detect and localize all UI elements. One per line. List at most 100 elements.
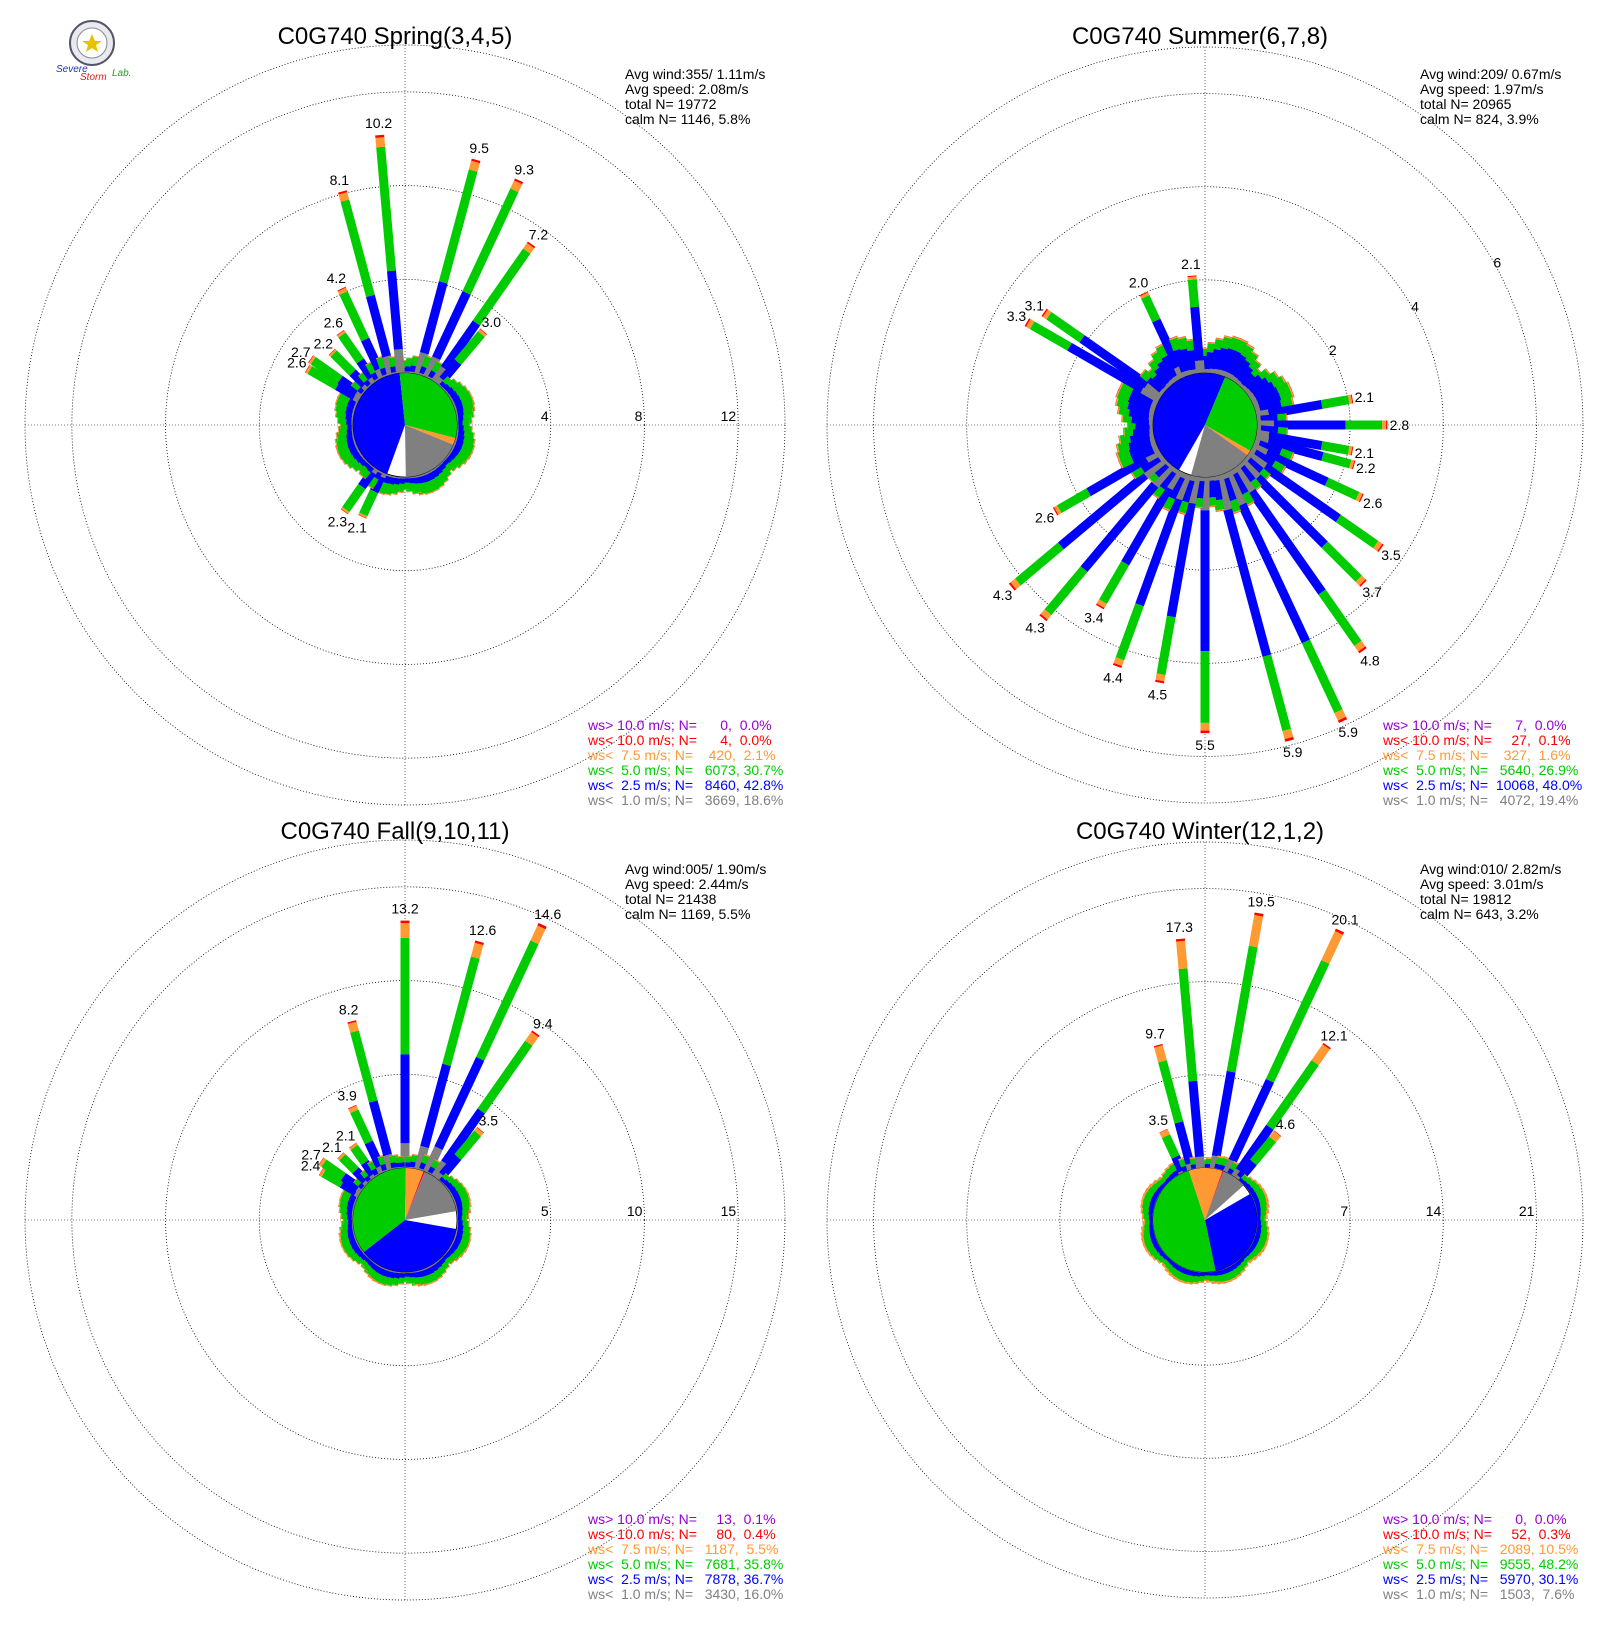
wind-bar-70 — [1252, 388, 1295, 412]
bar-segment — [1178, 1272, 1190, 1283]
bar-segment — [1151, 484, 1166, 499]
bar-segment — [409, 365, 420, 373]
bar-segment — [455, 385, 469, 399]
wind-bar-340 — [1178, 1155, 1192, 1173]
bar-segment — [1178, 1157, 1190, 1168]
bar-segment — [1218, 1268, 1229, 1276]
bar-segment — [1185, 1162, 1196, 1171]
bar-segment — [450, 1178, 462, 1191]
wind-bar-40 — [1234, 358, 1262, 389]
bar-segment — [367, 1269, 380, 1281]
bar-segment — [419, 281, 448, 355]
bar-segment — [1162, 458, 1172, 468]
wind-bar-355 — [394, 1155, 405, 1169]
bar-segment — [358, 466, 371, 479]
bar-segment — [345, 455, 359, 469]
bar-label: 5.5 — [1195, 737, 1215, 753]
bar-segment — [1266, 437, 1324, 461]
wind-bar-10 — [409, 355, 422, 375]
bar-segment — [463, 414, 472, 425]
pie-slice — [1205, 1171, 1244, 1220]
bar-segment — [1244, 1259, 1252, 1267]
bar-segment — [470, 942, 484, 959]
bar-segment — [361, 1159, 377, 1177]
bar-segment — [1173, 364, 1188, 380]
bar-segment — [367, 1159, 380, 1171]
bar-segment — [1118, 459, 1124, 469]
bar-segment — [337, 446, 352, 460]
bar-segment — [388, 356, 400, 368]
bar-segment — [431, 361, 445, 375]
bar-segment — [454, 1130, 482, 1160]
bar-segment — [339, 1198, 349, 1209]
bar-segment — [1041, 308, 1048, 317]
wind-bar-280 — [1116, 405, 1155, 421]
bar-segment — [1154, 1252, 1165, 1264]
bar-segment — [1159, 1256, 1169, 1266]
wind-bar-85 — [1256, 413, 1288, 425]
wind-bar-30 — [1227, 343, 1255, 383]
bar-segment — [1131, 414, 1150, 425]
bar-segment — [441, 1173, 452, 1184]
stats-box-summer: Avg wind:209/ 0.67m/s Avg speed: 1.97m/s… — [1420, 66, 1561, 127]
bar-segment — [1213, 499, 1225, 511]
bar-segment — [1240, 372, 1258, 390]
wind-bar-305 — [318, 1157, 365, 1194]
wind-bar-130 — [441, 1249, 458, 1265]
bar-segment — [1132, 425, 1150, 436]
legend-entry: ws< 2.5 m/s; N= 8460, 42.8% — [587, 777, 783, 793]
bar-segment — [1162, 1177, 1172, 1187]
bar-segment — [375, 1164, 388, 1175]
bar-segment — [1205, 480, 1216, 498]
bar-segment — [1220, 1272, 1232, 1283]
bar-segment — [1215, 347, 1230, 371]
bar-segment — [1161, 1263, 1170, 1271]
bar-segment — [454, 1182, 466, 1195]
bar-segment — [1164, 1268, 1173, 1276]
stat-calm-n: calm N= 1146, 5.8% — [625, 111, 750, 127]
bar-segment — [365, 361, 379, 375]
bar-segment — [457, 429, 465, 440]
bar-segment — [451, 1238, 462, 1250]
wind-bar-85 — [456, 1209, 470, 1220]
bar-segment — [1261, 1187, 1268, 1197]
wind-bar-355 — [1187, 275, 1205, 374]
wind-bar-105 — [1254, 434, 1356, 470]
pie-slice — [405, 1171, 457, 1220]
bar-segment — [363, 463, 375, 473]
bar-segment — [455, 1229, 464, 1240]
wind-bar-330 — [1155, 342, 1183, 383]
bar-segment — [385, 1270, 396, 1279]
bar-segment — [390, 477, 401, 485]
bar-segment — [1139, 369, 1147, 377]
bar-segment — [440, 320, 481, 372]
bar-segment — [1194, 360, 1205, 374]
severe-storm-lab-logo: Severe Storm Lab. — [56, 20, 131, 83]
bar-segment — [430, 1269, 443, 1281]
ring-label: 5 — [541, 1203, 549, 1219]
bar-segment — [342, 483, 366, 513]
bar-segment — [1176, 940, 1188, 970]
bar-segment — [474, 940, 484, 946]
bar-segment — [380, 1268, 391, 1278]
bar-segment — [1095, 603, 1105, 610]
bar-segment — [1334, 709, 1347, 721]
bar-segment — [336, 330, 346, 338]
wind-bar-50 — [1241, 1176, 1257, 1191]
bar-segment — [523, 243, 535, 254]
bar-segment — [1147, 358, 1156, 365]
bar-segment — [1149, 401, 1158, 412]
bar-segment — [1256, 1205, 1262, 1216]
bar-segment — [348, 1238, 359, 1250]
bar-segment — [1168, 1273, 1177, 1280]
bar-segment — [1178, 1279, 1188, 1284]
bar-segment — [1178, 1156, 1188, 1161]
pie-slice — [353, 1168, 406, 1252]
bar-segment — [1229, 354, 1249, 378]
bar-segment — [410, 356, 422, 367]
bar-segment — [1252, 1244, 1263, 1256]
bar-segment — [1141, 1199, 1151, 1210]
bar-segment — [1233, 359, 1253, 382]
bar-segment — [1180, 347, 1195, 372]
bar-segment — [1254, 1200, 1262, 1211]
